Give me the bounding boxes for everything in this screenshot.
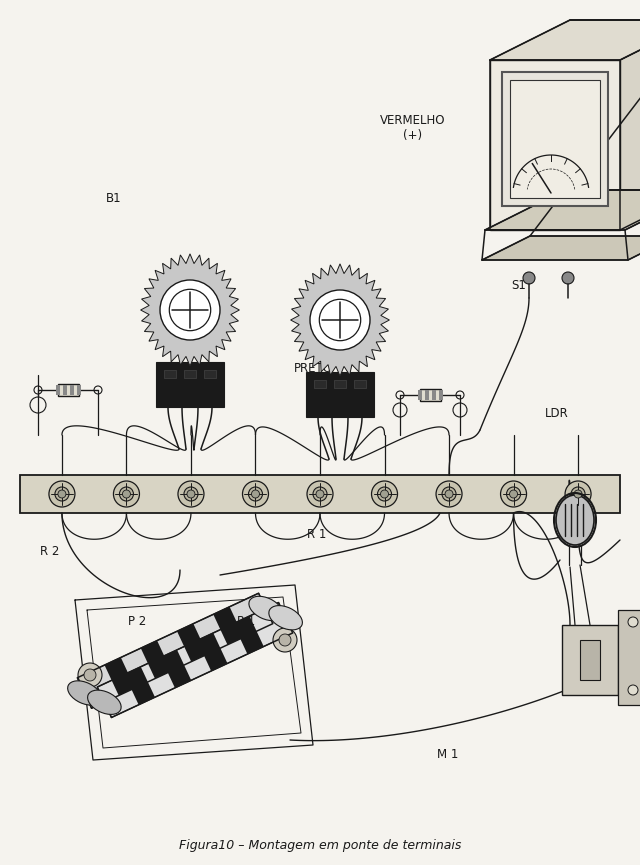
- Text: P 2: P 2: [129, 614, 147, 628]
- Polygon shape: [77, 593, 273, 708]
- Circle shape: [371, 481, 397, 507]
- Circle shape: [120, 487, 134, 501]
- Polygon shape: [620, 20, 640, 230]
- Circle shape: [187, 490, 195, 498]
- Circle shape: [310, 290, 370, 350]
- Text: Figura10 – Montagem em ponte de terminais: Figura10 – Montagem em ponte de terminai…: [179, 838, 461, 851]
- Polygon shape: [161, 650, 191, 688]
- Bar: [56, 385, 60, 395]
- Ellipse shape: [269, 606, 303, 630]
- Polygon shape: [177, 624, 207, 662]
- Bar: [63, 385, 67, 395]
- Text: P 1: P 1: [237, 614, 255, 628]
- Circle shape: [500, 481, 527, 507]
- Text: R 2: R 2: [40, 545, 60, 559]
- Circle shape: [562, 272, 574, 284]
- Ellipse shape: [249, 596, 282, 620]
- Bar: [184, 370, 196, 378]
- Bar: [156, 362, 224, 407]
- Text: R 1: R 1: [307, 528, 326, 541]
- Circle shape: [184, 487, 198, 501]
- Circle shape: [178, 481, 204, 507]
- Polygon shape: [141, 641, 172, 679]
- Bar: [20, 475, 620, 513]
- Circle shape: [279, 634, 291, 646]
- Circle shape: [307, 481, 333, 507]
- Circle shape: [628, 617, 638, 627]
- Circle shape: [628, 685, 638, 695]
- Circle shape: [122, 490, 131, 498]
- Bar: [354, 380, 366, 388]
- Circle shape: [78, 663, 102, 687]
- Circle shape: [84, 669, 96, 681]
- Text: B1: B1: [106, 192, 122, 206]
- Ellipse shape: [556, 495, 594, 545]
- Circle shape: [273, 628, 297, 652]
- Polygon shape: [490, 60, 620, 230]
- Bar: [70, 385, 74, 395]
- Circle shape: [436, 481, 462, 507]
- Circle shape: [445, 490, 453, 498]
- Bar: [580, 640, 600, 680]
- Bar: [58, 384, 79, 396]
- Polygon shape: [502, 72, 608, 206]
- Polygon shape: [485, 190, 640, 230]
- Circle shape: [55, 487, 69, 501]
- Circle shape: [571, 487, 585, 501]
- Bar: [439, 390, 443, 400]
- Text: S1: S1: [511, 279, 526, 292]
- Text: LDR: LDR: [545, 407, 569, 420]
- Circle shape: [442, 487, 456, 501]
- Circle shape: [49, 481, 75, 507]
- Polygon shape: [233, 616, 264, 654]
- Circle shape: [381, 490, 388, 498]
- Circle shape: [58, 490, 66, 498]
- Bar: [334, 380, 346, 388]
- Circle shape: [378, 487, 392, 501]
- Circle shape: [113, 481, 140, 507]
- Polygon shape: [510, 80, 600, 198]
- Ellipse shape: [68, 681, 101, 705]
- Text: VERMELHO
(+): VERMELHO (+): [380, 114, 445, 142]
- Bar: [418, 390, 422, 400]
- Polygon shape: [482, 236, 640, 260]
- Polygon shape: [104, 657, 135, 695]
- Polygon shape: [213, 606, 244, 644]
- Bar: [164, 370, 176, 378]
- Bar: [419, 389, 440, 401]
- Bar: [432, 390, 436, 400]
- Circle shape: [160, 280, 220, 340]
- Bar: [306, 372, 374, 417]
- Circle shape: [509, 490, 518, 498]
- Polygon shape: [197, 633, 227, 671]
- Bar: [314, 380, 326, 388]
- Circle shape: [316, 490, 324, 498]
- Polygon shape: [141, 253, 239, 366]
- Polygon shape: [97, 603, 292, 717]
- Bar: [77, 385, 81, 395]
- Polygon shape: [124, 667, 155, 705]
- Bar: [204, 370, 216, 378]
- Bar: [562, 625, 618, 695]
- Circle shape: [252, 490, 259, 498]
- Text: M 1: M 1: [437, 747, 459, 761]
- Bar: [618, 610, 640, 705]
- Bar: [425, 390, 429, 400]
- Circle shape: [243, 481, 269, 507]
- Circle shape: [565, 481, 591, 507]
- Circle shape: [248, 487, 262, 501]
- Circle shape: [313, 487, 327, 501]
- Ellipse shape: [88, 690, 121, 714]
- Polygon shape: [490, 20, 640, 60]
- Circle shape: [523, 272, 535, 284]
- Circle shape: [574, 490, 582, 498]
- Circle shape: [506, 487, 520, 501]
- Polygon shape: [291, 264, 389, 376]
- Text: PRETO
(-): PRETO (-): [294, 362, 333, 390]
